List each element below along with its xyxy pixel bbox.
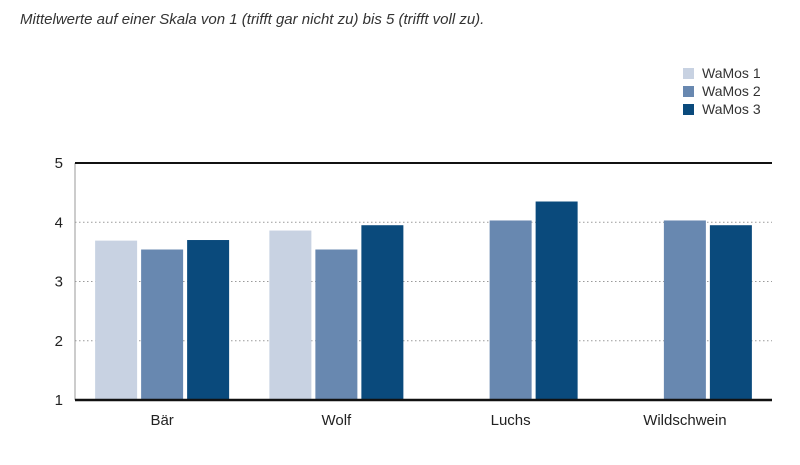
legend-item-wamos-2: WaMos 2 (683, 82, 761, 100)
y-tick-label: 4 (55, 214, 63, 231)
bar-2 (141, 249, 184, 400)
legend: WaMos 1 WaMos 2 WaMos 3 (683, 64, 761, 118)
legend-item-wamos-1: WaMos 1 (683, 64, 761, 82)
legend-item-wamos-3: WaMos 3 (683, 100, 761, 118)
x-tick-label: Wildschwein (643, 412, 726, 429)
legend-label: WaMos 1 (702, 65, 761, 81)
x-tick-label: Bär (150, 412, 173, 429)
y-tick-label: 3 (55, 274, 63, 291)
bar-2 (489, 220, 532, 400)
legend-swatch (683, 85, 694, 97)
bar-2 (315, 249, 358, 400)
bar-1 (269, 230, 312, 400)
x-tick-label: Wolf (322, 412, 353, 429)
y-tick-label: 5 (55, 155, 63, 172)
bar-3 (709, 225, 752, 400)
bar-3 (535, 201, 578, 400)
bar-3 (187, 240, 230, 400)
y-tick-label: 2 (55, 333, 63, 350)
legend-label: WaMos 3 (702, 101, 761, 117)
legend-swatch (683, 103, 694, 115)
chart-subtitle: Mittelwerte auf einer Skala von 1 (triff… (20, 11, 485, 28)
bar-1 (95, 240, 138, 400)
legend-label: WaMos 2 (702, 83, 761, 99)
x-tick-label: Luchs (491, 412, 531, 429)
y-tick-label: 1 (55, 392, 63, 409)
legend-swatch (683, 67, 694, 79)
bar-2 (663, 220, 706, 400)
bar-3 (361, 225, 404, 400)
